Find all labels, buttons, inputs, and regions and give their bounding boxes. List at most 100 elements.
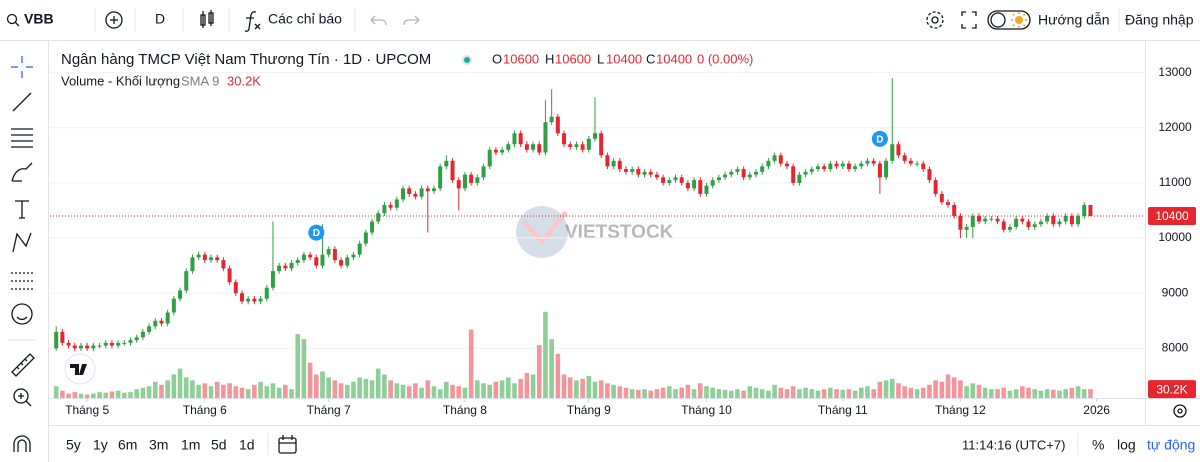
candle-body xyxy=(500,149,505,153)
candle-body xyxy=(326,249,331,255)
volume-bar xyxy=(536,345,542,398)
indicators-button[interactable]: Các chỉ báo xyxy=(244,11,342,32)
range-button[interactable]: 1y xyxy=(93,437,108,453)
candle-body xyxy=(667,180,672,183)
settings-button[interactable] xyxy=(926,11,944,29)
brush-tool[interactable] xyxy=(11,162,33,182)
candle-body xyxy=(1014,218,1019,228)
candle-body xyxy=(1069,215,1074,225)
candle-body xyxy=(60,331,65,343)
candle-body xyxy=(884,160,889,178)
login-link[interactable]: Đăng nhập xyxy=(1125,12,1194,28)
volume-bar xyxy=(264,386,270,398)
ohlc-value: 10400 xyxy=(656,51,692,66)
candle-body xyxy=(1032,224,1037,228)
volume-bar xyxy=(499,380,505,398)
fullscreen-button[interactable] xyxy=(961,11,977,29)
candle-body xyxy=(549,116,554,123)
zoom-tool[interactable] xyxy=(13,388,32,407)
symbol[interactable]: VBB xyxy=(24,11,54,27)
ohlc-label: O xyxy=(492,51,502,66)
indicators-label[interactable]: Các chỉ báo xyxy=(268,11,342,27)
range-button[interactable]: 5d xyxy=(211,437,227,453)
candle-body xyxy=(871,160,876,164)
clock[interactable]: 11:14:16 (UTC+7) xyxy=(962,437,1065,452)
magnet-tool[interactable] xyxy=(13,435,31,452)
candle-body xyxy=(890,144,895,161)
candle-body xyxy=(209,257,214,261)
redo-button[interactable] xyxy=(403,15,420,26)
volume-bar xyxy=(171,374,177,398)
candle-body xyxy=(394,199,399,208)
chart-type-button[interactable] xyxy=(200,10,214,28)
interval[interactable]: D xyxy=(155,11,165,27)
trend-line-tool[interactable] xyxy=(12,92,32,112)
volume-bar xyxy=(982,387,988,398)
volume-bar xyxy=(437,389,443,398)
volume-bar xyxy=(648,390,654,398)
volume-bar xyxy=(586,375,592,398)
event-marker-label[interactable]: D xyxy=(876,134,883,145)
undo-button[interactable] xyxy=(370,15,387,26)
date-range-button[interactable] xyxy=(278,435,297,454)
volume-bar xyxy=(970,383,976,398)
y-tick-label: 13000 xyxy=(1158,65,1192,79)
candle-body xyxy=(239,293,244,302)
event-marker-label[interactable]: D xyxy=(313,228,320,239)
volume-bar xyxy=(53,386,59,398)
left-toolbar xyxy=(0,41,48,425)
volume-bar xyxy=(115,390,121,398)
range-button[interactable]: 6m xyxy=(118,437,137,453)
candle-body xyxy=(246,298,251,302)
auto-toggle[interactable]: tự động xyxy=(1147,437,1195,453)
candle-body xyxy=(481,166,486,178)
range-button[interactable]: 5y xyxy=(66,437,81,453)
volume-bar xyxy=(344,384,350,398)
plot xyxy=(50,72,1145,398)
watermark: VIETSTOCK xyxy=(565,222,674,243)
event-marker[interactable] xyxy=(308,224,325,241)
candle-body xyxy=(685,182,690,189)
candle-body xyxy=(803,171,808,175)
candle-body xyxy=(865,160,870,164)
volume-bar xyxy=(159,384,164,398)
log-toggle[interactable]: log xyxy=(1117,437,1136,453)
percent-toggle[interactable]: % xyxy=(1092,437,1104,453)
candle-body xyxy=(469,174,474,183)
candle-body xyxy=(202,254,207,261)
crosshair-tool[interactable] xyxy=(11,56,33,78)
fib-tool[interactable] xyxy=(11,128,33,148)
volume-bar xyxy=(728,390,734,398)
volume-bar xyxy=(245,389,251,398)
candle-body xyxy=(958,215,963,230)
measure-tool[interactable] xyxy=(11,353,35,377)
axis-settings-button[interactable] xyxy=(1173,404,1187,418)
range-button[interactable]: 1m xyxy=(181,437,200,453)
candle-body xyxy=(605,155,610,167)
candle-body xyxy=(450,160,455,181)
emoji-tool[interactable] xyxy=(11,303,33,325)
volume-bar xyxy=(902,386,907,398)
candle-body xyxy=(258,298,263,302)
tradingview-logo[interactable] xyxy=(64,353,96,385)
theme-toggle[interactable] xyxy=(987,10,1031,30)
range-button[interactable]: 3m xyxy=(149,437,168,453)
candle-body xyxy=(1088,204,1093,216)
symbol-search[interactable]: VBB xyxy=(6,11,54,27)
volume-bar xyxy=(834,389,839,398)
volume-bar xyxy=(679,387,685,398)
text-tool[interactable] xyxy=(15,200,29,219)
candle-body xyxy=(952,204,957,216)
range-button[interactable]: 1d xyxy=(239,437,255,453)
candle-body xyxy=(54,331,59,349)
candle-body xyxy=(630,169,635,172)
add-symbol-button[interactable] xyxy=(105,11,123,29)
volume-bar xyxy=(623,387,629,398)
volume-bar xyxy=(1069,387,1075,398)
candle-body xyxy=(580,144,585,150)
event-marker[interactable] xyxy=(871,130,888,147)
pattern-tool[interactable] xyxy=(12,232,32,253)
candle-body xyxy=(673,177,678,181)
volume-bar xyxy=(592,381,598,398)
guide-link[interactable]: Hướng dẫn xyxy=(1038,12,1109,28)
